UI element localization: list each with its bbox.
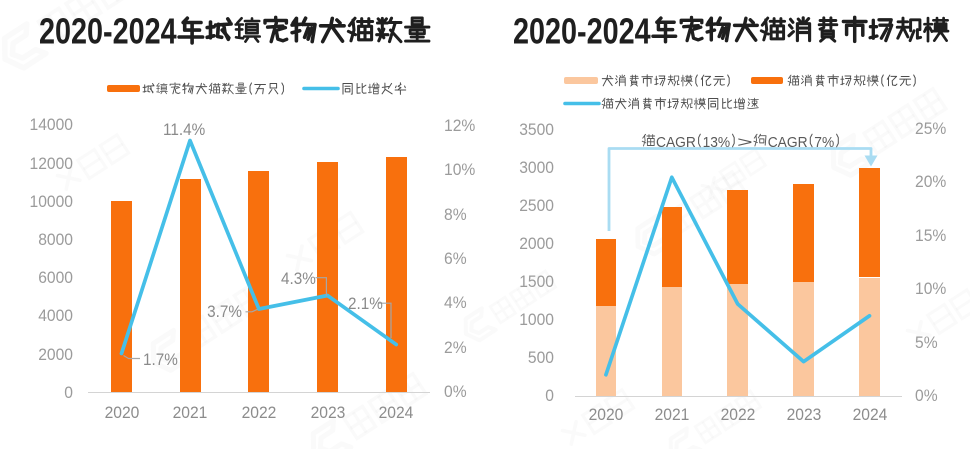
svg-text:7%: 7%	[814, 134, 834, 151]
svg-text:2020-2024: 2020-2024	[39, 10, 177, 51]
svg-text:CAGR: CAGR	[656, 134, 696, 151]
svg-text:2020-2024: 2020-2024	[513, 10, 651, 51]
svg-text:CAGR: CAGR	[768, 134, 808, 151]
svg-text:13%: 13%	[703, 134, 731, 151]
svg-text:>: >	[737, 134, 753, 151]
